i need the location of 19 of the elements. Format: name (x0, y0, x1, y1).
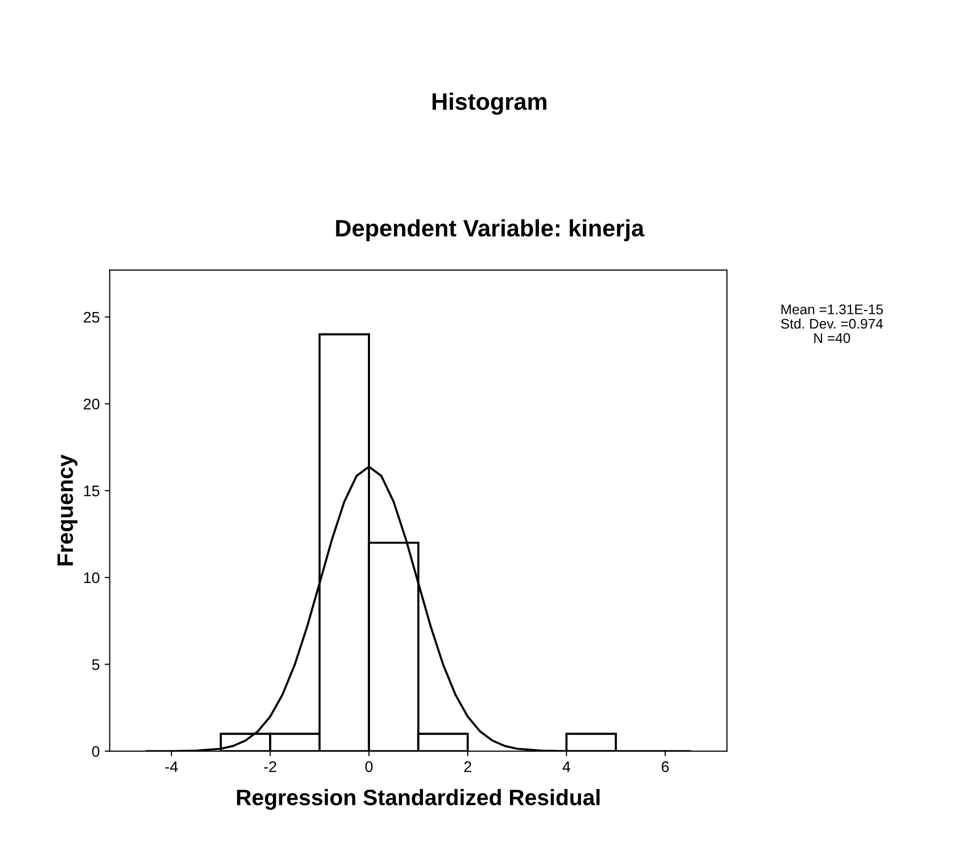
x-tick-label: -2 (264, 761, 276, 772)
x-tick-label: -4 (165, 761, 178, 772)
x-tick-label: 6 (662, 761, 669, 772)
x-axis-title: Regression Standardized Residual (237, 789, 600, 810)
x-tick-label: 0 (365, 761, 373, 772)
x-tick-label: 2 (464, 761, 472, 772)
chart-title: Histogram (432, 92, 546, 115)
y-tick-label: 25 (84, 312, 100, 323)
y-tick-label: 15 (84, 486, 100, 496)
y-tick-label: 5 (92, 659, 100, 670)
text: N =40 (814, 333, 850, 344)
chart-subtitle: Dependent Variable: kinerja (336, 219, 644, 242)
text: Mean =1.31E-15 (781, 304, 883, 314)
y-axis-title: Frequency (58, 454, 78, 566)
text: Std. Dev. =0.974 (781, 318, 883, 329)
y-tick-label: 20 (84, 398, 100, 410)
y-tick-label: 0 (92, 746, 100, 757)
y-tick-label: 10 (84, 572, 100, 584)
x-tick-label: 4 (562, 761, 570, 772)
